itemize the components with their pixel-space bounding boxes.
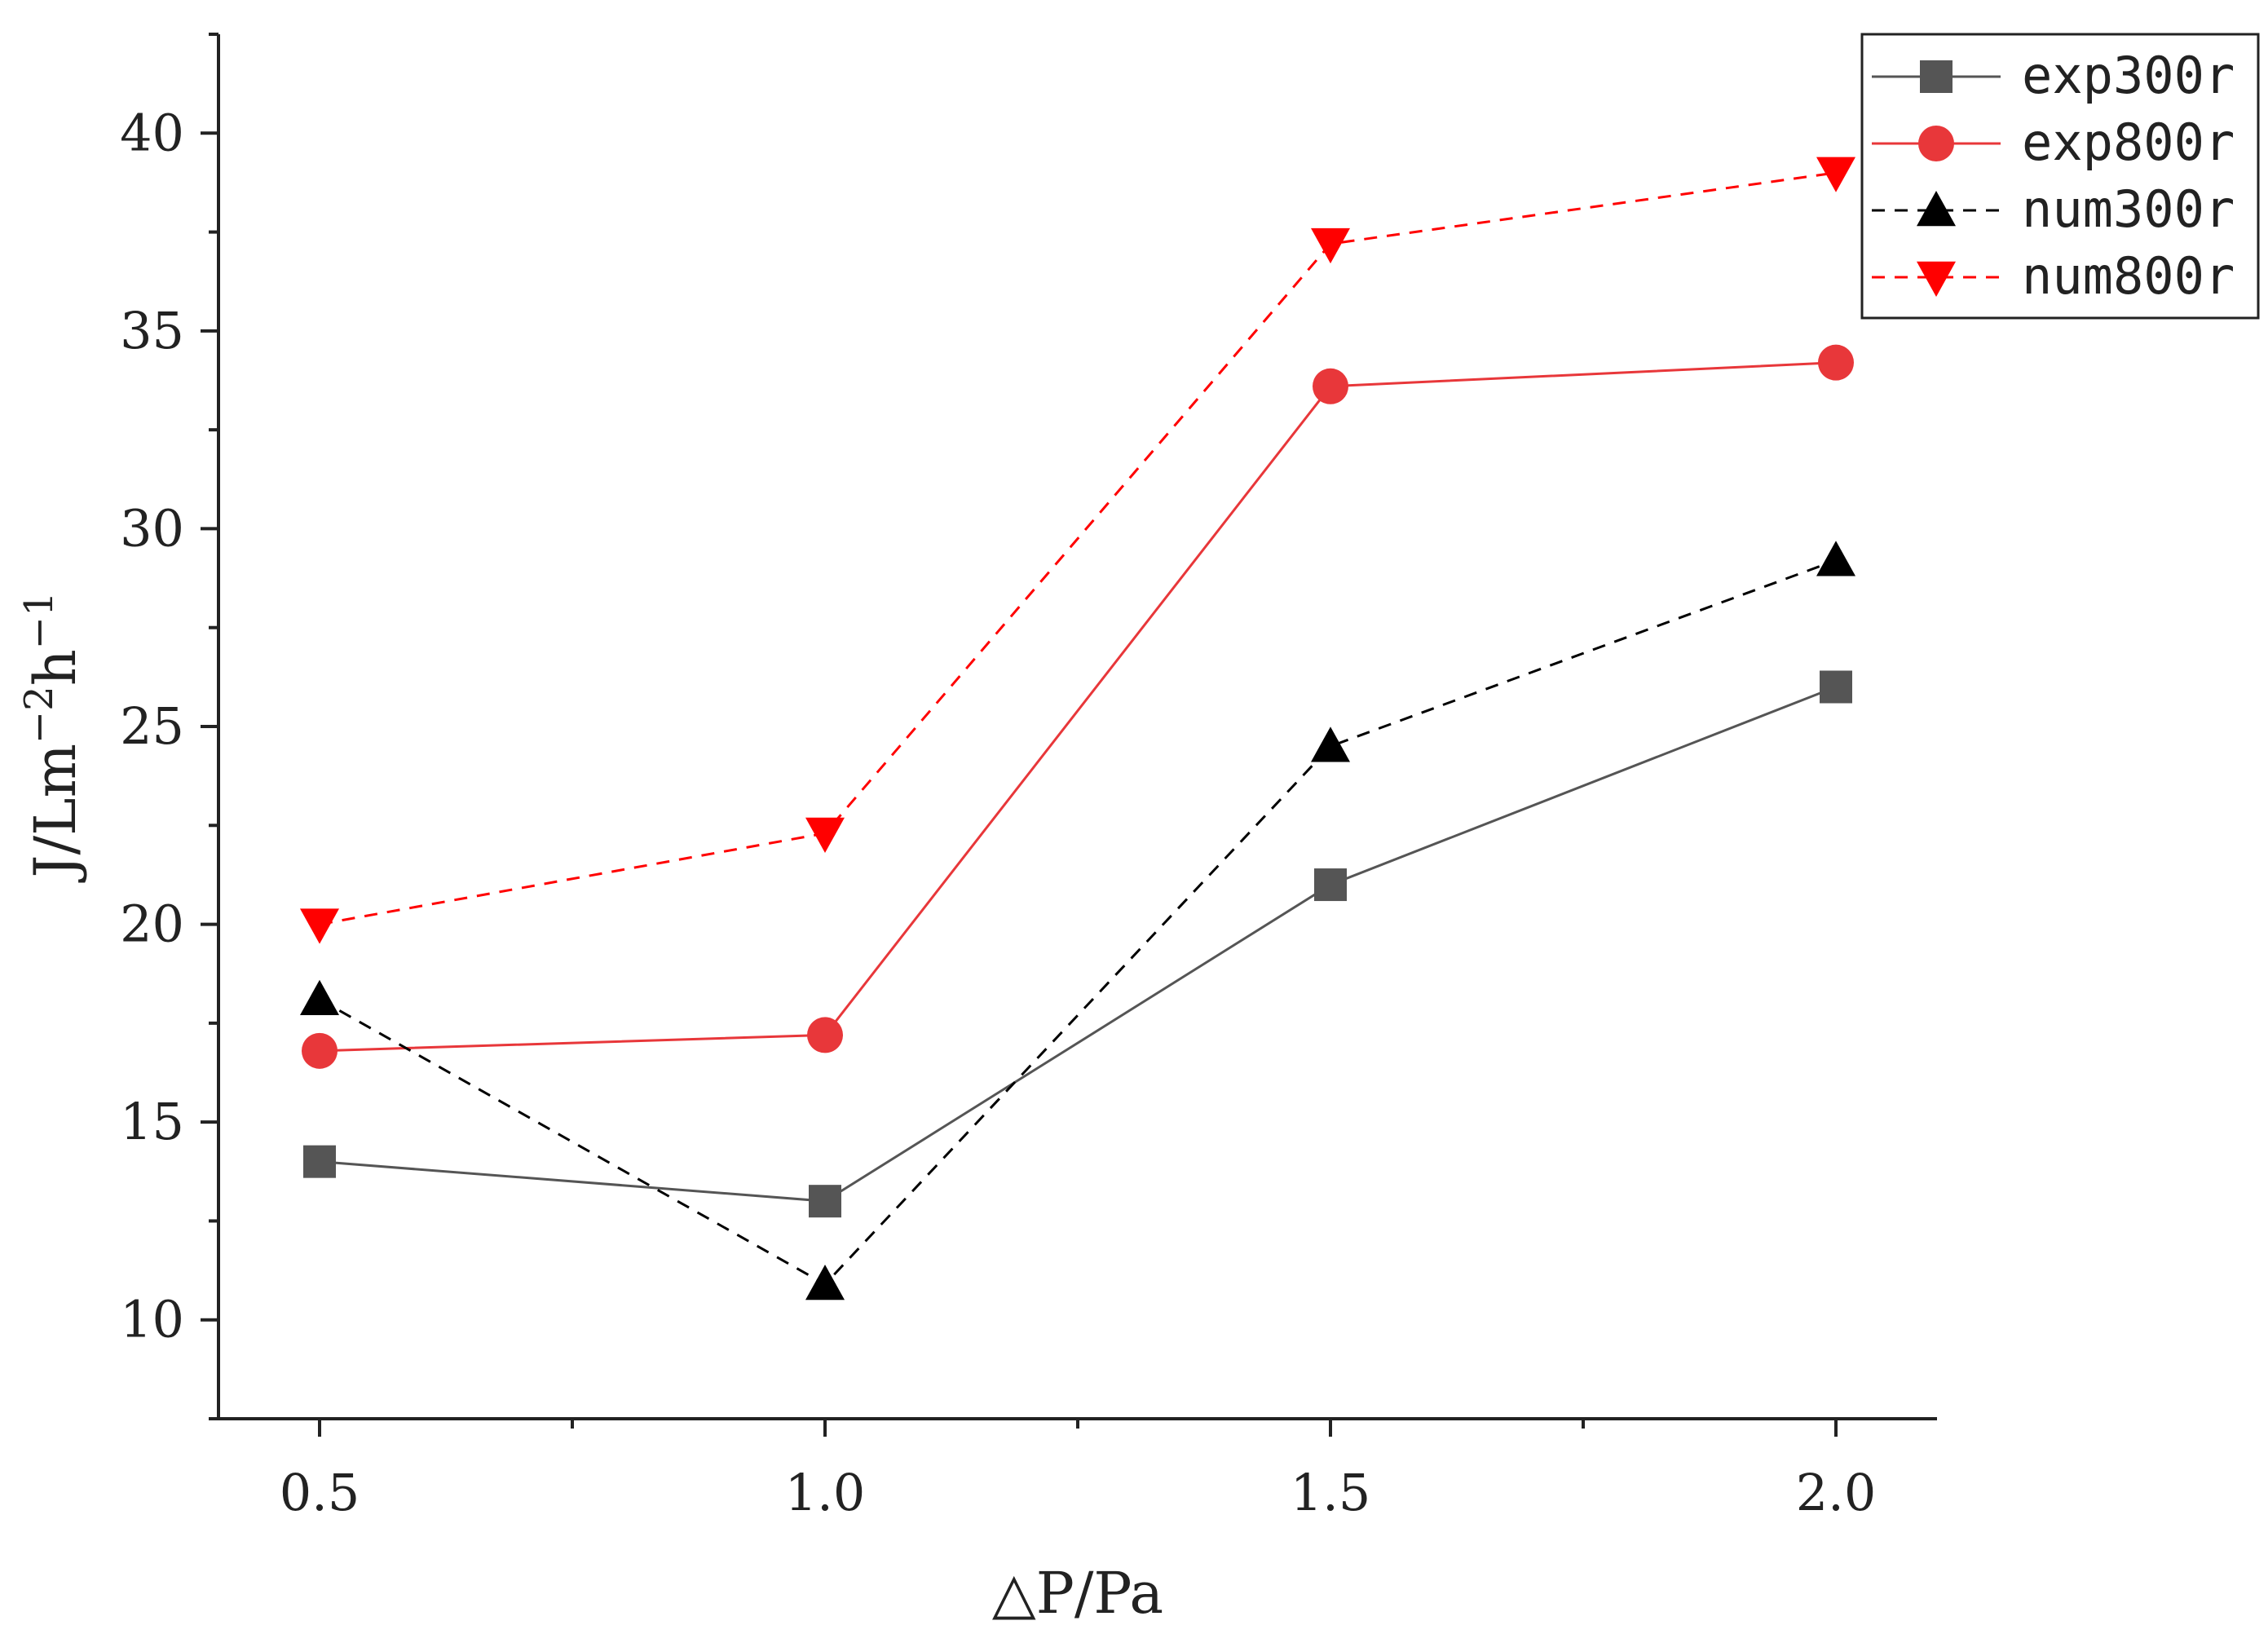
legend-label: num800r [2022, 246, 2235, 306]
x-tick-label: 2.0 [1796, 1463, 1877, 1522]
legend-label: exp300r [2022, 46, 2235, 105]
legend-entry: num800r [1872, 246, 2235, 306]
x-tick-label: 0.5 [280, 1463, 360, 1522]
y-tick-label: 20 [120, 894, 184, 954]
legend-entry: num300r [1872, 179, 2235, 239]
series-layer [300, 157, 1855, 1301]
data-point-triangle-down [300, 908, 339, 944]
series-num300r [300, 541, 1855, 1301]
legend-entry: exp800r [1872, 113, 2235, 172]
series-line-exp800r [319, 361, 1837, 1053]
y-tick-label: 30 [120, 498, 184, 558]
data-point-circle [1818, 344, 1854, 381]
y-tick-label: 25 [120, 696, 184, 756]
data-point-circle [1313, 368, 1348, 404]
data-point-circle [1918, 126, 1954, 161]
data-point-triangle-down [1311, 227, 1350, 264]
y-tick-label: 10 [120, 1290, 184, 1349]
y-axis-title: J/Lm−2h−1 [16, 591, 89, 882]
data-point-triangle-up [300, 979, 339, 1015]
y-tick-label: 40 [120, 103, 184, 162]
data-point-triangle-down [1917, 261, 1956, 297]
legend-label: num300r [2022, 179, 2235, 239]
data-point-square [1314, 868, 1347, 902]
series-line-num800r [319, 171, 1837, 926]
data-point-triangle-up [805, 1265, 845, 1301]
legend-label: exp800r [2022, 113, 2235, 172]
y-axis-title-base: J/Lm [22, 744, 89, 883]
axes [217, 34, 1937, 1420]
y-axis-title-sup2: −1 [16, 591, 62, 649]
x-tick-label: 1.0 [785, 1463, 866, 1522]
data-point-square [809, 1185, 841, 1218]
data-point-triangle-down [1816, 157, 1855, 192]
x-axis-title: △P/Pa [992, 1560, 1163, 1627]
series-line-exp300r [319, 686, 1837, 1203]
series-num800r [300, 157, 1855, 944]
data-point-triangle-up [1816, 541, 1855, 576]
x-tick-label: 1.5 [1291, 1463, 1371, 1522]
data-point-circle [302, 1032, 338, 1069]
series-exp300r [303, 670, 1852, 1218]
data-point-triangle-down [805, 817, 845, 853]
y-tick-label: 15 [120, 1092, 184, 1151]
data-point-circle [807, 1017, 843, 1053]
y-axis-title-sup1: −2 [16, 686, 62, 744]
legend-entry: exp300r [1872, 46, 2235, 105]
data-point-triangle-up [1917, 191, 1956, 227]
data-point-square [1920, 60, 1953, 93]
legend: exp300r exp800r num300r num800r [1860, 33, 2260, 320]
data-point-square [303, 1145, 336, 1178]
y-tick-label: 35 [120, 301, 184, 360]
series-exp800r [302, 344, 1854, 1069]
y-axis-title-mid: h [22, 649, 89, 686]
series-line-num300r [319, 559, 1837, 1286]
data-point-triangle-up [1311, 726, 1350, 762]
data-point-square [1820, 670, 1852, 704]
ticks-group: 10 15 20 25 30 35 40 0.5 1.0 1.5 2.0 [120, 33, 1877, 1522]
